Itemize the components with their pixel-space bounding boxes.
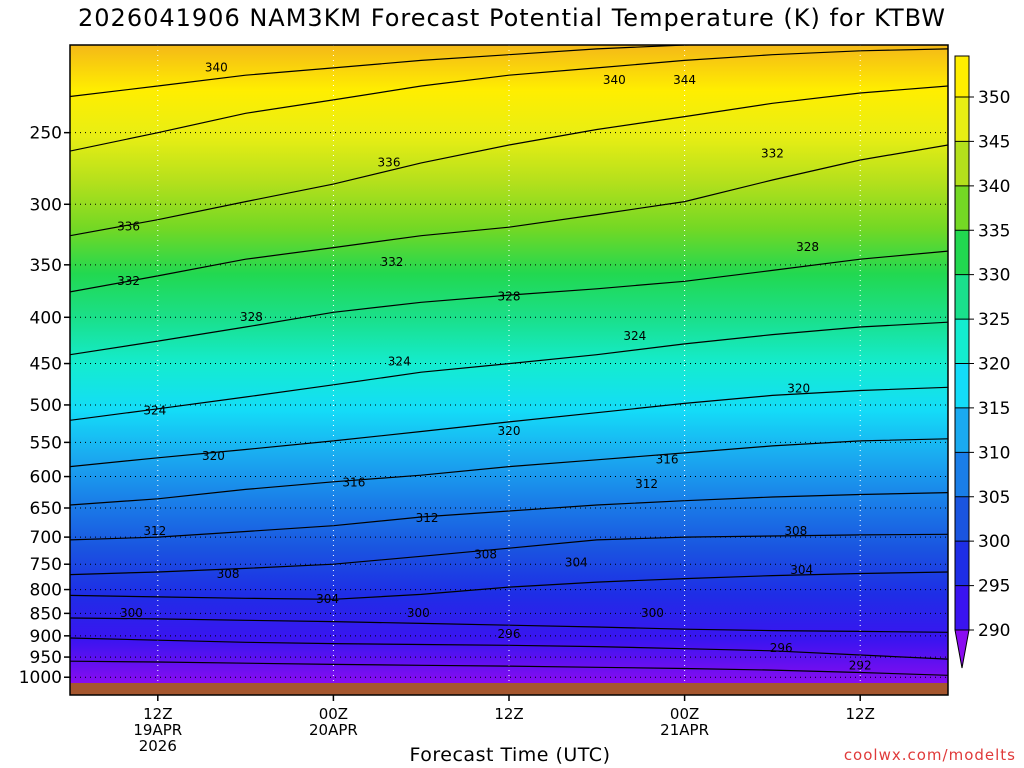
x-tick-label: 2026 xyxy=(139,737,177,755)
y-tick-label: 750 xyxy=(30,555,62,575)
contour-label: 328 xyxy=(240,310,263,324)
x-tick-label: 12Z xyxy=(846,705,875,723)
contour-label: 344 xyxy=(673,73,696,87)
y-tick-label: 1000 xyxy=(19,668,62,688)
y-tick-label: 800 xyxy=(30,581,62,601)
colorbar-band xyxy=(955,541,969,585)
colorbar-band xyxy=(955,630,969,668)
contour-label: 316 xyxy=(342,476,365,490)
y-tick-label: 500 xyxy=(30,396,62,416)
colorbar-band xyxy=(955,141,969,185)
colorbar-label: 310 xyxy=(978,443,1010,463)
plot-area: 340 340 344 336 332 336 328 332 332 328 328 324 324 3… xyxy=(70,41,948,695)
y-tick-label: 250 xyxy=(30,124,62,144)
colorbar-band xyxy=(955,275,969,319)
contour-label: 312 xyxy=(143,524,166,538)
contour-label: 292 xyxy=(849,659,872,673)
colorbar-band xyxy=(955,56,969,97)
colorbar-band xyxy=(955,497,969,541)
y-tick-label: 450 xyxy=(30,355,62,375)
colorbar-band xyxy=(955,319,969,363)
contour-label: 320 xyxy=(498,424,521,438)
y-tick-label: 900 xyxy=(30,627,62,647)
y-tick-label: 850 xyxy=(30,604,62,624)
contour-label: 324 xyxy=(143,404,166,418)
colorbar-band xyxy=(955,230,969,274)
colorbar-band xyxy=(955,452,969,496)
contour-label: 328 xyxy=(796,240,819,254)
terrain-strip xyxy=(70,683,948,695)
colorbar-band xyxy=(955,586,969,630)
contour-label: 304 xyxy=(565,556,588,570)
contour-label: 320 xyxy=(202,449,225,463)
chart-canvas: 340 340 344 336 332 336 328 332 332 328 328 324 324 3… xyxy=(0,0,1024,768)
x-tick-label: 12Z xyxy=(494,705,523,723)
contour-label: 304 xyxy=(790,563,813,577)
contour-label: 336 xyxy=(378,155,401,169)
colorbar-label: 330 xyxy=(978,266,1010,286)
contour-label: 300 xyxy=(120,606,143,620)
y-axis: 250 300 350 400 450 500 550 600 650 700 750 800 850 9… xyxy=(19,124,70,689)
contour-label: 328 xyxy=(498,290,521,304)
contour-label: 340 xyxy=(205,60,228,74)
contour-label: 308 xyxy=(784,524,807,538)
contour-label: 300 xyxy=(407,606,430,620)
colorbar-label: 345 xyxy=(978,132,1010,152)
colorbar-label: 335 xyxy=(978,221,1010,241)
colorbar-band xyxy=(955,408,969,452)
colorbar-label: 290 xyxy=(978,621,1010,641)
colorbar-label: 325 xyxy=(978,310,1010,330)
x-axis-label: Forecast Time (UTC) xyxy=(360,744,660,766)
y-tick-label: 700 xyxy=(30,528,62,548)
colorbar-band xyxy=(955,186,969,230)
colorbar-label: 320 xyxy=(978,355,1010,375)
contour-label: 304 xyxy=(316,592,339,606)
colorbar-label: 305 xyxy=(978,488,1010,508)
contour-label: 320 xyxy=(787,381,810,395)
contour-label: 296 xyxy=(498,627,521,641)
colorbar-band xyxy=(955,364,969,408)
colorbar-label: 350 xyxy=(978,88,1010,108)
colorbar-band xyxy=(955,97,969,141)
contour-label: 340 xyxy=(603,73,626,87)
contour-label: 324 xyxy=(623,329,646,343)
y-tick-label: 400 xyxy=(30,308,62,328)
colorbar-label: 315 xyxy=(978,399,1010,419)
contour-label: 324 xyxy=(388,354,411,368)
contour-label: 332 xyxy=(380,255,403,269)
credit-text: coolwx.com/modelts xyxy=(844,746,1016,764)
contour-label: 332 xyxy=(117,274,140,288)
colorbar: 290 295 300 305 310 315 320 325 330 335 340 345 350 xyxy=(955,56,1010,668)
contour-label: 312 xyxy=(416,511,439,525)
contour-label: 308 xyxy=(474,548,497,562)
y-tick-label: 650 xyxy=(30,499,62,519)
contour-label: 300 xyxy=(641,606,664,620)
contour-label: 296 xyxy=(770,641,793,655)
x-tick-label: 20APR xyxy=(309,721,358,739)
contour-label: 316 xyxy=(656,452,679,466)
y-tick-label: 350 xyxy=(30,256,62,276)
colorbar-label: 340 xyxy=(978,177,1010,197)
contour-label: 312 xyxy=(635,477,658,491)
y-tick-label: 550 xyxy=(30,433,62,453)
contour-label: 336 xyxy=(117,220,140,234)
x-tick-label: 21APR xyxy=(660,721,709,739)
y-tick-label: 300 xyxy=(30,195,62,215)
y-tick-label: 950 xyxy=(30,648,62,668)
colorbar-label: 300 xyxy=(978,532,1010,552)
contour-label: 308 xyxy=(217,567,240,581)
y-tick-label: 600 xyxy=(30,468,62,488)
colorbar-label: 295 xyxy=(978,577,1010,597)
contour-label: 332 xyxy=(761,147,784,161)
